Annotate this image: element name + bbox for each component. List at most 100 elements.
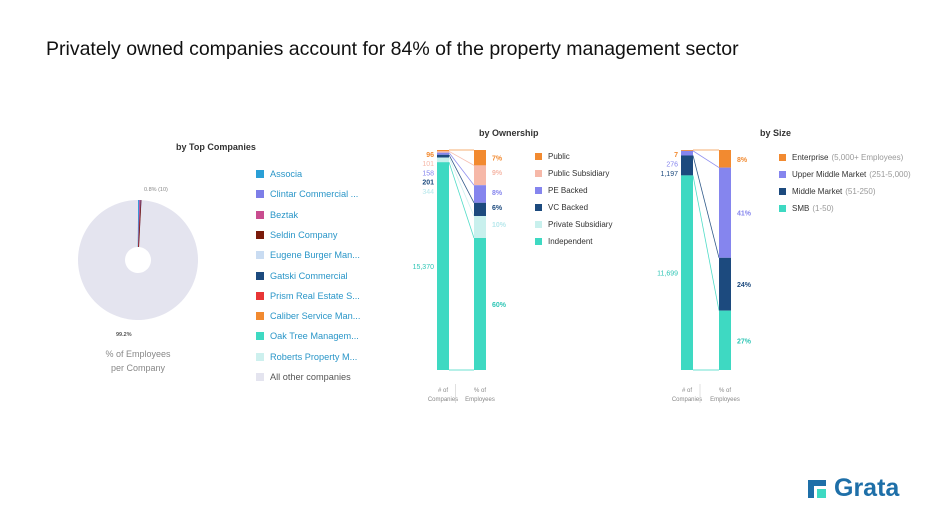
legend-swatch	[256, 210, 264, 219]
label-companies-smb: 11,699	[657, 271, 678, 278]
pie-sliver-1	[137, 200, 141, 248]
legend-item-middle-market[interactable]: Middle Market (51-250)	[779, 187, 876, 196]
label-companies-private-subsidiary: 344	[422, 189, 434, 196]
legend-item-independent[interactable]: Independent	[535, 237, 593, 246]
legend-label: Eugene Burger Man...	[270, 250, 360, 261]
label-companies-middle-market: 1,197	[660, 171, 678, 178]
pie-label-small: 0.8% (10)	[144, 187, 168, 193]
legend-swatch	[256, 373, 264, 381]
legend-swatch	[256, 170, 264, 178]
connector-smb-top	[692, 175, 720, 311]
grata-logo: Grata	[806, 474, 899, 503]
bar-employees-enterprise	[719, 150, 731, 168]
ownership-chart: 96 101 158 201 344 15,370 7% 9% 8% 6% 10% 60% # of Co…	[413, 149, 507, 403]
legend-item-roberts-property-m[interactable]: Roberts Property M...	[256, 352, 357, 362]
legend-item-oak-tree-managem[interactable]: Oak Tree Managem...	[256, 331, 359, 341]
connector-upper-middle-market-top	[692, 150, 720, 168]
pie-chart: 0.8% (10) 99.2%	[77, 187, 198, 338]
label-companies-independent: 15,370	[413, 264, 435, 271]
legend-swatch	[779, 171, 786, 178]
legend-sublabel: (251-5,000)	[869, 170, 911, 179]
pie-caption: % of Employees per Company	[90, 347, 186, 375]
legend-item-clintar-commercial[interactable]: Clintar Commercial ...	[256, 189, 358, 199]
legend-label: Seldin Company	[270, 229, 338, 240]
legend-item-smb[interactable]: SMB (1-50)	[779, 204, 834, 213]
label-companies-public-subsidiary: 101	[422, 161, 434, 168]
legend-label: Gatski Commercial	[270, 270, 348, 281]
legend-swatch	[256, 332, 264, 341]
label-employees-vc-backed: 6%	[492, 205, 503, 212]
legend-item-public-subsidiary[interactable]: Public Subsidiary	[535, 169, 609, 178]
pie-slice-all-other-companies	[77, 200, 198, 320]
bar-companies-enterprise	[681, 150, 693, 151]
legend-item-vc-backed[interactable]: VC Backed	[535, 203, 588, 212]
size-chart: 7 276 1,197 11,699 8% 41% 24% 27% # of Companies%…	[657, 149, 752, 403]
legend-item-enterprise[interactable]: Enterprise (5,000+ Employees)	[779, 153, 903, 162]
bar-companies-smb	[681, 175, 693, 370]
legend-item-private-subsidiary[interactable]: Private Subsidiary	[535, 220, 612, 229]
label-companies-upper-middle-market: 276	[666, 162, 678, 169]
legend-label: Middle Market	[792, 187, 843, 196]
legend-swatch	[535, 221, 542, 228]
legend-swatch	[256, 291, 264, 300]
legend-swatch	[256, 271, 264, 280]
legend-item-prism-real-estate-s[interactable]: Prism Real Estate S...	[256, 291, 360, 301]
label-employees-private-subsidiary: 10%	[492, 222, 507, 229]
pie-caption-line1: % of Employees	[105, 349, 171, 359]
legend-swatch	[535, 204, 542, 211]
label-companies-vc-backed: 201	[422, 180, 434, 187]
section-title-size: by Size	[760, 128, 792, 138]
legend-label: Independent	[548, 237, 593, 246]
legend-label: Oak Tree Managem...	[270, 331, 359, 342]
legend-sublabel: (5,000+ Employees)	[831, 153, 904, 162]
label-companies-enterprise: 7	[674, 152, 678, 159]
axis-caption-companies-1: # of	[682, 388, 692, 394]
legend-swatch	[256, 230, 264, 239]
label-employees-independent: 60%	[492, 302, 507, 309]
bar-employees-upper-middle-market	[719, 167, 731, 258]
pie-caption-line2: per Company	[110, 363, 166, 373]
legend-swatch	[535, 170, 542, 177]
bar-companies-vc-backed	[437, 154, 449, 158]
bar-companies-public-subsidiary	[437, 151, 449, 153]
legend-item-beztak[interactable]: Beztak	[256, 210, 298, 220]
legend-item-seldin-company[interactable]: Seldin Company	[256, 230, 337, 240]
legend-label: Caliber Service Man...	[270, 311, 361, 322]
legend-swatch	[535, 153, 542, 160]
label-companies-pe-backed: 158	[422, 170, 434, 177]
label-employees-smb: 27%	[737, 338, 752, 345]
legend-item-upper-middle-market[interactable]: Upper Middle Market (251-5,000)	[779, 170, 911, 179]
legend-sublabel: (51-250)	[845, 187, 876, 196]
grata-logo-text: Grata	[834, 474, 900, 502]
connector-middle-market-top	[692, 155, 720, 258]
legend-item-eugene-burger-man[interactable]: Eugene Burger Man...	[256, 250, 360, 260]
bar-employees-public-subsidiary	[474, 165, 486, 186]
legend-item-public[interactable]: Public	[535, 152, 570, 161]
bar-companies-private-subsidiary	[437, 157, 449, 163]
grata-logo-icon	[808, 479, 826, 498]
connector-private-subsidiary-top	[448, 157, 475, 217]
legend-label: Public Subsidiary	[548, 169, 610, 178]
legend-swatch	[779, 154, 786, 161]
axis-caption-employees-2: Employees	[465, 397, 495, 403]
bar-companies-public	[437, 150, 449, 152]
label-employees-pe-backed: 8%	[492, 190, 503, 197]
legend-swatch	[535, 238, 542, 245]
label-companies-public: 96	[426, 152, 434, 159]
bar-companies-independent	[437, 162, 449, 370]
legend-item-pe-backed[interactable]: PE Backed	[535, 186, 588, 195]
legend-swatch	[535, 187, 542, 194]
legend-item-gatski-commercial[interactable]: Gatski Commercial	[256, 271, 348, 281]
axis-caption-employees-1: % of	[474, 388, 486, 394]
legend-item-all-other-companies[interactable]: All other companies	[256, 372, 351, 382]
legend-label: Enterprise	[792, 153, 829, 162]
legend-item-associa[interactable]: Associa	[256, 169, 302, 179]
legend-item-caliber-service-man[interactable]: Caliber Service Man...	[256, 311, 360, 321]
legend-swatch	[779, 205, 786, 212]
legend-label: All other companies	[270, 372, 351, 382]
bar-employees-pe-backed	[474, 185, 486, 203]
legend-label: Roberts Property M...	[270, 351, 358, 362]
legend-swatch	[779, 188, 786, 195]
bar-companies-upper-middle-market	[681, 150, 693, 156]
label-employees-middle-market: 24%	[737, 282, 752, 289]
